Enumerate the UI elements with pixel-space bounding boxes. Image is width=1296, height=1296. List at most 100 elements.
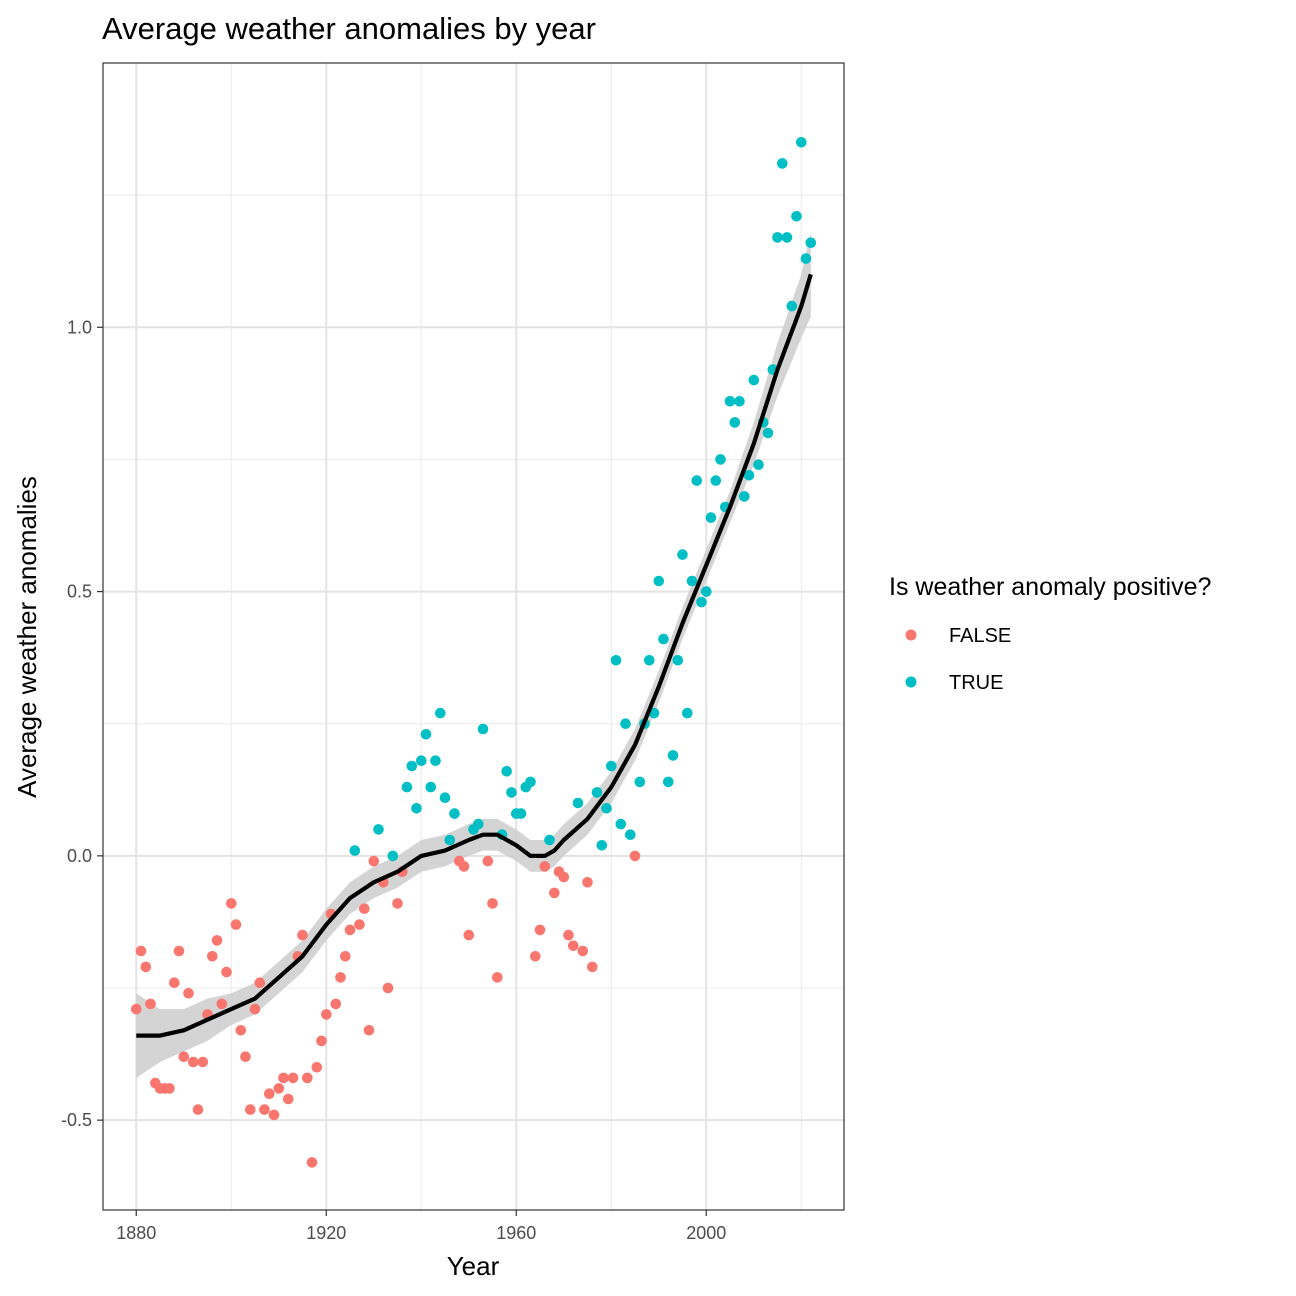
x-tick-label: 1880 — [116, 1223, 156, 1243]
data-point-false — [178, 1051, 190, 1062]
data-point-false — [487, 898, 498, 909]
data-point-true — [644, 655, 655, 666]
x-tick-label: 1960 — [496, 1223, 536, 1243]
data-point-false — [354, 919, 365, 930]
legend-key-false — [905, 629, 917, 641]
data-point-true — [515, 808, 527, 819]
data-point-false — [306, 1157, 318, 1168]
data-point-false — [135, 945, 147, 957]
data-point-false — [530, 951, 541, 962]
data-point-false — [568, 940, 579, 951]
data-point-false — [259, 1104, 270, 1115]
smooth-confidence-ribbon — [136, 232, 811, 1078]
x-axis: 1880 1920 1960 2000 — [116, 1210, 726, 1243]
y-axis-title: Average weather anomalies — [12, 476, 42, 798]
data-point-true — [435, 707, 446, 719]
data-point-true — [691, 475, 703, 486]
data-point-false — [264, 1088, 275, 1099]
panel-border — [102, 62, 845, 1211]
y-tick-label: -0.5 — [61, 1110, 92, 1130]
data-point-false — [340, 951, 351, 962]
data-point-false — [629, 850, 641, 862]
data-point-true — [705, 512, 717, 523]
data-point-true — [682, 707, 693, 719]
data-point-true — [416, 755, 427, 766]
legend-key-true — [905, 676, 917, 688]
data-point-true — [425, 781, 437, 793]
data-point-false — [492, 972, 503, 983]
data-point-true — [620, 718, 631, 729]
data-point-true — [753, 459, 764, 471]
data-point-true — [501, 766, 512, 777]
x-tick-label: 2000 — [686, 1223, 726, 1243]
data-point-false — [363, 1025, 375, 1036]
data-point-true — [449, 808, 460, 819]
data-point-true — [596, 840, 608, 851]
data-point-false — [183, 988, 194, 999]
data-point-true — [525, 776, 536, 788]
data-point-false — [287, 1072, 299, 1084]
data-point-false — [235, 1025, 247, 1036]
data-point-true — [625, 829, 636, 840]
data-point-false — [207, 951, 218, 962]
legend-label-false: FALSE — [949, 625, 1011, 647]
x-tick-label: 1920 — [306, 1223, 346, 1243]
data-point-false — [197, 1056, 209, 1068]
data-point-false — [188, 1056, 199, 1068]
data-point-false — [335, 972, 346, 983]
data-point-true — [506, 787, 517, 798]
data-point-true — [748, 374, 760, 386]
data-point-false — [458, 861, 470, 872]
chart-title: Average weather anomalies by year — [102, 11, 596, 46]
data-point-true — [743, 470, 755, 481]
data-point-false — [330, 998, 342, 1010]
data-point-true — [696, 596, 707, 608]
y-axis: -0.5 0.0 0.5 1.0 — [61, 317, 103, 1130]
data-point-false — [316, 1035, 327, 1047]
data-point-false — [249, 1003, 261, 1015]
data-point-true — [634, 776, 646, 788]
data-point-false — [368, 855, 380, 867]
data-point-false — [539, 861, 551, 872]
data-point-true — [658, 633, 669, 645]
data-point-true — [610, 655, 622, 666]
data-point-true — [781, 232, 793, 243]
data-point-true — [805, 237, 817, 248]
data-point-true — [401, 781, 413, 793]
data-point-false — [192, 1104, 204, 1115]
data-point-false — [549, 887, 560, 899]
data-point-false — [302, 1072, 313, 1084]
data-point-true — [762, 427, 774, 439]
data-point-true — [615, 818, 627, 830]
data-point-false — [577, 945, 589, 957]
data-point-false — [463, 929, 475, 941]
data-point-true — [739, 491, 750, 502]
data-point-false — [392, 898, 403, 909]
data-point-false — [221, 966, 232, 978]
data-point-true — [710, 475, 722, 486]
data-point-true — [411, 803, 422, 814]
data-point-true — [606, 760, 617, 772]
data-point-true — [672, 655, 684, 666]
data-point-true — [796, 137, 807, 148]
data-point-false — [226, 898, 237, 909]
y-tick-label: 1.0 — [67, 317, 92, 337]
data-point-true — [373, 824, 384, 835]
data-point-true — [444, 834, 456, 846]
plot-panel — [102, 62, 845, 1211]
data-point-false — [344, 924, 356, 936]
data-point-false — [131, 1003, 142, 1015]
data-point-true — [387, 850, 399, 862]
data-point-true — [653, 575, 665, 587]
data-point-true — [791, 211, 802, 222]
data-point-true — [663, 776, 674, 788]
data-point-true — [800, 253, 812, 264]
data-point-true — [420, 729, 432, 740]
data-point-false — [311, 1062, 323, 1073]
data-point-true — [777, 158, 788, 169]
panel-background — [103, 63, 844, 1210]
data-point-true — [734, 396, 745, 407]
data-point-false — [482, 855, 494, 867]
legend-label-true: TRUE — [949, 672, 1003, 694]
